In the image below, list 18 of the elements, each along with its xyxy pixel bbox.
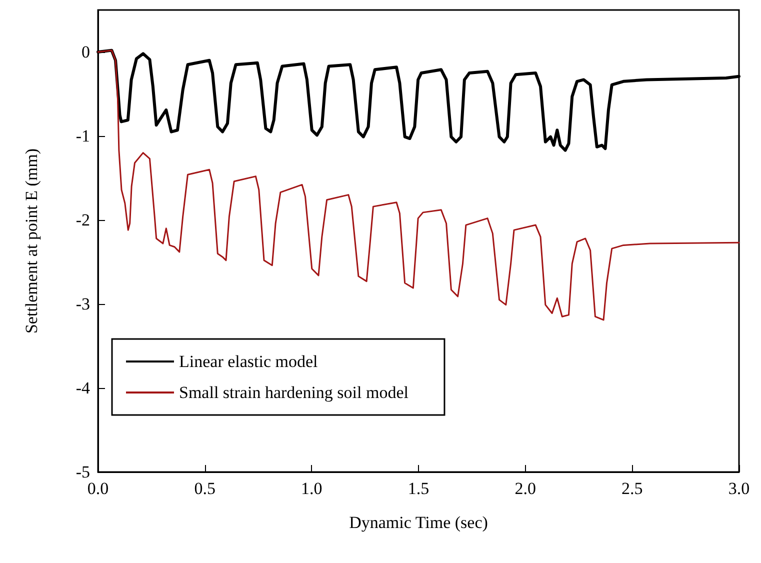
x-tick-label: 2.0 — [514, 479, 536, 498]
y-tick-label: -2 — [76, 210, 90, 230]
y-tick-label: -4 — [76, 378, 90, 398]
legend-label: Small strain hardening soil model — [179, 383, 409, 402]
x-tick-label: 1.5 — [408, 479, 430, 498]
y-tick-label: -1 — [76, 126, 90, 146]
x-axis-title: Dynamic Time (sec) — [349, 513, 488, 532]
x-tick-label: 0.5 — [194, 479, 216, 498]
y-tick-label: 0 — [82, 42, 90, 62]
y-tick-label: -5 — [76, 462, 90, 482]
x-tick-label: 1.0 — [301, 479, 322, 498]
x-tick-label: 0.0 — [87, 479, 109, 498]
x-tick-label: 3.0 — [728, 479, 750, 498]
legend-label: Linear elastic model — [179, 352, 318, 371]
y-axis-title: Settlement at point E (mm) — [22, 148, 41, 334]
y-tick-label: -3 — [76, 294, 90, 314]
line-series — [97, 50, 740, 321]
x-tick-label: 2.5 — [622, 479, 643, 498]
